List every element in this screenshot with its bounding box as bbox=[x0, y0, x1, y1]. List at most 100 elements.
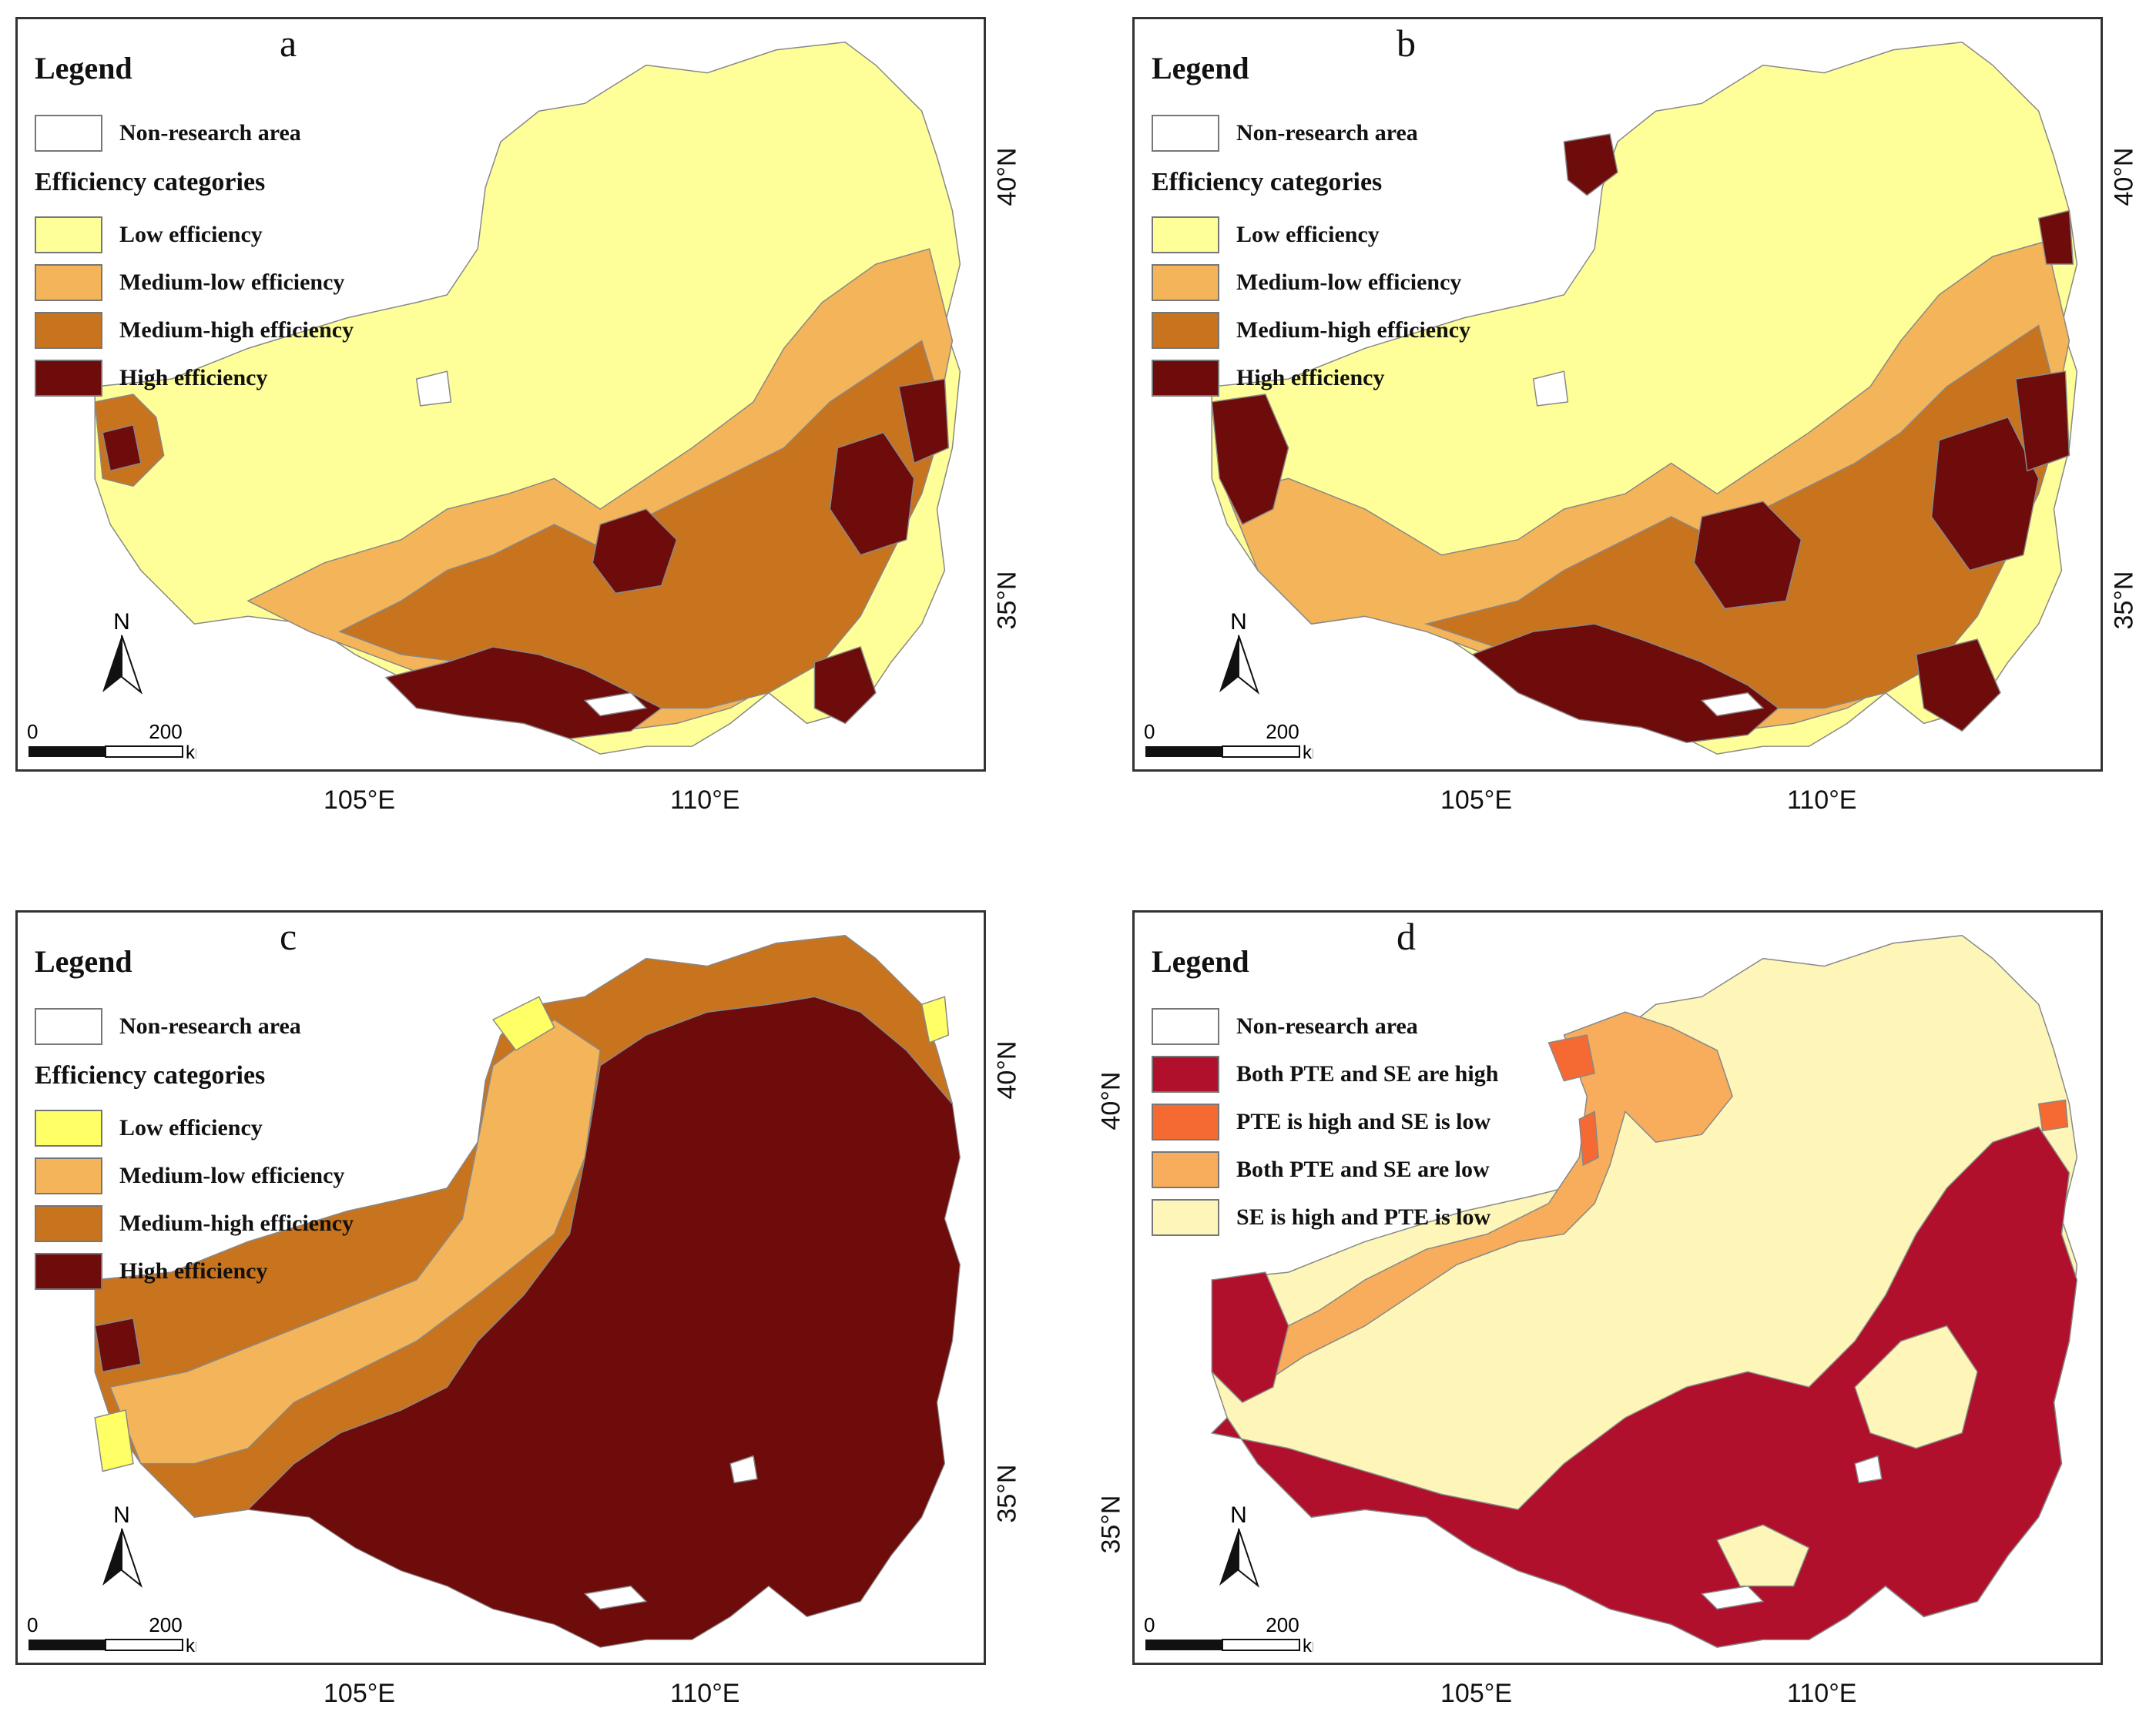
legend-row-nonresearch: Non-research area bbox=[1152, 109, 1470, 157]
map-panel-d: d Legend Non-research area Both PTE and … bbox=[1132, 910, 2103, 1665]
non-research-hole bbox=[1700, 1585, 1765, 1610]
region-pte-high-se-low-2 bbox=[1578, 1110, 1599, 1167]
legend-row-medium-low: Medium-low efficiency bbox=[35, 1152, 354, 1200]
lon-label-105: 105°E bbox=[1440, 785, 1513, 815]
lat-label-35: 35°N bbox=[992, 1464, 1022, 1523]
lat-label-40: 40°N bbox=[2109, 147, 2139, 206]
region-high bbox=[1470, 623, 1779, 743]
region-high-north bbox=[1563, 133, 1618, 196]
swatch-low bbox=[1152, 216, 1219, 253]
region-low-north bbox=[491, 996, 555, 1051]
swatch-medium-low bbox=[1152, 264, 1219, 301]
scale-unit: km bbox=[1303, 1636, 1313, 1656]
legend-subtitle: Efficiency categories bbox=[1152, 168, 1383, 196]
region-high-b bbox=[592, 508, 678, 595]
lon-label-110: 110°E bbox=[1787, 785, 1857, 815]
swatch-pte-high bbox=[1152, 1104, 1219, 1141]
map-panel-c: c Legend Non-research area Efficiency ca… bbox=[15, 910, 986, 1665]
swatch-high bbox=[1152, 360, 1219, 397]
legend-label: Both PTE and SE are high bbox=[1236, 1061, 1499, 1087]
non-research-hole-2 bbox=[729, 1455, 758, 1484]
legend-label: PTE is high and SE is low bbox=[1236, 1109, 1491, 1134]
swatch-nonresearch bbox=[35, 1008, 102, 1045]
region-high-ne bbox=[2037, 209, 2074, 265]
scale-length: 200 bbox=[149, 1613, 182, 1636]
lat-label-40: 40°N bbox=[992, 147, 1022, 206]
non-research-hole bbox=[1700, 692, 1765, 717]
legend-row-both-low: Both PTE and SE are low bbox=[1152, 1146, 1498, 1194]
north-arrow-icon: N bbox=[102, 1502, 143, 1588]
scale-zero: 0 bbox=[1144, 1613, 1155, 1636]
region-high-west bbox=[102, 424, 142, 472]
region-pte-high-se-low-3 bbox=[2037, 1099, 2069, 1132]
scale-bar: 0 200 km bbox=[1144, 1613, 1313, 1656]
choropleth-map-c bbox=[94, 935, 961, 1648]
legend-row-both-high: Both PTE and SE are high bbox=[1152, 1050, 1498, 1098]
scale-length: 200 bbox=[1266, 720, 1299, 743]
legend-label: Non-research area bbox=[1236, 120, 1418, 146]
panel-label: b bbox=[1397, 22, 1416, 65]
region-high-b bbox=[1693, 501, 1802, 610]
choropleth-map-a bbox=[94, 42, 961, 755]
lon-label-105: 105°E bbox=[1440, 1679, 1513, 1708]
scale-zero: 0 bbox=[1144, 720, 1155, 743]
swatch-low bbox=[35, 1110, 102, 1147]
legend-row-nonresearch: Non-research area bbox=[35, 109, 354, 157]
region-medium-low bbox=[109, 1019, 602, 1465]
panel-label: a bbox=[280, 22, 297, 65]
lat-label-40: 40°N bbox=[1096, 1071, 1126, 1130]
legend-label: High efficiency bbox=[119, 365, 268, 390]
legend-row-pte-high: PTE is high and SE is low bbox=[1152, 1098, 1498, 1146]
region-se-high-inner bbox=[1854, 1325, 1978, 1449]
swatch-medium-low bbox=[35, 264, 102, 301]
region-high-west bbox=[1211, 394, 1289, 525]
legend-row-high: High efficiency bbox=[35, 354, 354, 402]
legend-label: Low efficiency bbox=[119, 1115, 263, 1141]
legend-row-nonresearch: Non-research area bbox=[1152, 1003, 1498, 1050]
choropleth-map-b bbox=[1211, 42, 2078, 755]
swatch-nonresearch bbox=[1152, 115, 1219, 152]
region-both-low bbox=[1226, 1011, 1733, 1388]
legend-row-medium-high: Medium-high efficiency bbox=[35, 1200, 354, 1248]
north-arrow-icon: N bbox=[1219, 609, 1260, 695]
legend: Legend Non-research area Efficiency cate… bbox=[35, 943, 354, 1295]
non-research-hole-2 bbox=[1854, 1455, 1883, 1484]
scale-zero: 0 bbox=[27, 1613, 38, 1636]
scale-length: 200 bbox=[149, 720, 182, 743]
scale-unit: km bbox=[1303, 742, 1313, 763]
north-label: N bbox=[1230, 1502, 1247, 1528]
swatch-both-high bbox=[1152, 1056, 1219, 1093]
lon-label-105: 105°E bbox=[324, 785, 396, 815]
legend-title: Legend bbox=[1152, 51, 1249, 85]
legend-label: Non-research area bbox=[119, 120, 301, 146]
lon-label-110: 110°E bbox=[670, 1679, 740, 1708]
non-research-hole-2 bbox=[415, 370, 452, 407]
lon-label-110: 110°E bbox=[670, 785, 740, 815]
legend-label: Medium-high efficiency bbox=[119, 1211, 354, 1236]
legend-label: Medium-high efficiency bbox=[119, 317, 354, 343]
region-high-west bbox=[94, 1317, 142, 1373]
legend-label: Medium-low efficiency bbox=[119, 270, 345, 295]
scale-unit: km bbox=[186, 1636, 196, 1656]
north-label: N bbox=[1230, 609, 1247, 635]
region-high-e bbox=[1915, 638, 2001, 732]
lat-label-40: 40°N bbox=[992, 1040, 1022, 1100]
legend-row-medium-low: Medium-low efficiency bbox=[35, 259, 354, 306]
legend-row-medium-high: Medium-high efficiency bbox=[35, 306, 354, 354]
legend-row-low: Low efficiency bbox=[35, 1104, 354, 1152]
choropleth-map-d bbox=[1210, 935, 2078, 1648]
legend-label: SE is high and PTE is low bbox=[1236, 1204, 1491, 1230]
region-low-ne bbox=[920, 996, 950, 1043]
legend-label: High efficiency bbox=[119, 1258, 268, 1284]
scale-length: 200 bbox=[1266, 1613, 1299, 1636]
legend-subtitle: Efficiency categories bbox=[35, 1061, 266, 1090]
legend-row-high: High efficiency bbox=[35, 1248, 354, 1295]
non-research-hole bbox=[583, 1585, 648, 1610]
region-pte-high-se-low bbox=[1547, 1034, 1596, 1082]
legend-label: High efficiency bbox=[1236, 365, 1385, 390]
scale-zero: 0 bbox=[27, 720, 38, 743]
legend-subtitle: Efficiency categories bbox=[35, 168, 266, 196]
region-high-c bbox=[829, 431, 915, 556]
north-label: N bbox=[113, 609, 130, 635]
north-label: N bbox=[113, 1502, 130, 1528]
